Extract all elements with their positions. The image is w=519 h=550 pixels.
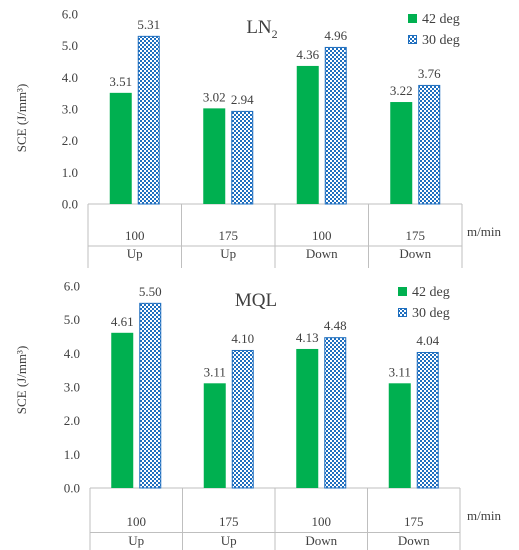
category-speed-label: 175 — [406, 228, 426, 243]
bar-42-deg — [203, 383, 226, 488]
data-label: 4.10 — [231, 331, 254, 346]
data-label: 3.76 — [418, 66, 441, 81]
data-label: 5.31 — [137, 17, 160, 32]
category-direction-label: Up — [220, 246, 236, 261]
y-tick-label: 3.0 — [64, 380, 80, 395]
bar-30-deg — [139, 302, 162, 489]
category-speed-label: 100 — [125, 228, 145, 243]
y-tick-label: 4.0 — [64, 346, 80, 361]
y-tick-label: 1.0 — [64, 447, 80, 462]
chart-title-main: MQL — [235, 290, 277, 311]
data-label: 2.94 — [231, 92, 254, 107]
category-direction-label: Up — [221, 533, 237, 548]
category-direction-label: Up — [128, 533, 144, 548]
y-tick-label: 1.0 — [62, 165, 78, 180]
bar-30-deg — [137, 35, 160, 205]
bar-42-deg — [203, 108, 226, 204]
y-tick-label: 0.0 — [62, 197, 78, 212]
y-tick-label: 3.0 — [62, 102, 78, 117]
category-direction-label: Down — [398, 533, 430, 548]
category-direction-label: Down — [306, 246, 338, 261]
y-tick-label: 5.0 — [64, 312, 80, 327]
bar-30-deg — [324, 46, 347, 205]
bar-30-deg — [418, 84, 441, 205]
legend-swatch — [398, 287, 407, 296]
data-label: 3.51 — [109, 74, 132, 89]
bar-42-deg — [388, 383, 411, 488]
bar-42-deg — [296, 348, 319, 488]
data-label: 3.11 — [204, 364, 226, 379]
chart-title-main: LN — [246, 17, 272, 38]
data-label: 5.50 — [139, 284, 162, 299]
y-axis-label: SCE (J/mm³) — [14, 84, 29, 153]
x-axis-unit: m/min — [467, 508, 501, 523]
bar-30-deg — [231, 349, 254, 489]
x-axis-unit: m/min — [467, 224, 501, 239]
bar-42-deg — [111, 332, 134, 488]
chart-title: MQL — [235, 290, 277, 311]
bar-42-deg — [109, 92, 132, 204]
chart-2: 0.0 1.0 2.0 3.0 4.0 5.0 6.0 100 Up 175 Up 100 Down 17… — [14, 279, 501, 550]
legend-label: 30 deg — [422, 33, 460, 48]
category-direction-label: Down — [399, 246, 431, 261]
category-speed-label: 175 — [404, 514, 424, 529]
chart-title: LN2 — [246, 17, 277, 41]
chart-title-subscript: 2 — [272, 27, 278, 41]
category-speed-label: 100 — [127, 514, 147, 529]
y-tick-label: 5.0 — [62, 38, 78, 53]
bar-30-deg — [324, 337, 347, 489]
y-tick-label: 2.0 — [64, 413, 80, 428]
category-direction-label: Up — [127, 246, 143, 261]
legend-label: 42 deg — [422, 12, 460, 27]
y-tick-label: 6.0 — [64, 279, 80, 294]
chart-1: 0.0 1.0 2.0 3.0 4.0 5.0 6.0 100 Up 175 Up 100 Down 17… — [14, 7, 501, 268]
bar-30-deg — [231, 110, 254, 205]
data-label: 3.22 — [390, 83, 413, 98]
bar-30-deg — [416, 351, 439, 489]
y-axis-label: SCE (J/mm³) — [14, 346, 29, 415]
data-label: 4.13 — [296, 330, 319, 345]
y-tick-label: 6.0 — [62, 7, 78, 22]
y-tick-label: 4.0 — [62, 70, 78, 85]
data-label: 3.02 — [203, 89, 226, 104]
category-speed-label: 175 — [219, 514, 239, 529]
legend-label: 42 deg — [412, 285, 450, 300]
data-label: 4.61 — [111, 314, 134, 329]
y-tick-label: 0.0 — [64, 481, 80, 496]
category-speed-label: 175 — [219, 228, 239, 243]
legend-swatch — [408, 35, 417, 44]
data-label: 4.36 — [296, 47, 319, 62]
bar-42-deg — [296, 65, 319, 204]
data-label: 4.48 — [324, 318, 347, 333]
category-direction-label: Down — [305, 533, 337, 548]
category-speed-label: 100 — [312, 514, 332, 529]
data-label: 4.96 — [324, 28, 347, 43]
data-label: 3.11 — [389, 364, 411, 379]
legend-label: 30 deg — [412, 306, 450, 321]
legend-swatch — [398, 308, 407, 317]
data-label: 4.04 — [416, 333, 439, 348]
y-tick-label: 2.0 — [62, 133, 78, 148]
category-speed-label: 100 — [312, 228, 332, 243]
bar-42-deg — [390, 102, 413, 204]
legend-swatch — [408, 14, 417, 23]
